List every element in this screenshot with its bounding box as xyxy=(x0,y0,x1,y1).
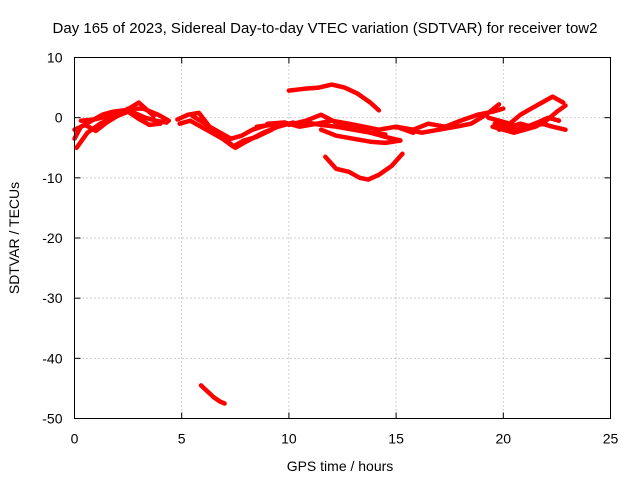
series-track-17 xyxy=(486,94,566,126)
y-axis-label: SDTVAR / TECUs xyxy=(6,182,22,294)
series-track-4 xyxy=(78,100,157,123)
y-tick-label: -40 xyxy=(42,350,62,366)
series-track-20 xyxy=(492,115,562,132)
y-tick-label: -20 xyxy=(42,230,62,246)
series-group xyxy=(72,82,568,406)
series-track-12 xyxy=(286,82,382,113)
y-tick-label: -50 xyxy=(42,411,62,427)
x-tick-label: 15 xyxy=(388,431,404,447)
x-tick-label: 0 xyxy=(71,431,79,447)
axis-ticks xyxy=(74,57,611,419)
x-tick-labels: 0 5 10 15 20 25 xyxy=(71,431,619,447)
grid xyxy=(74,57,611,419)
series-track-11 xyxy=(318,127,403,146)
x-axis-label: GPS time / hours xyxy=(287,458,394,474)
series-track-14 xyxy=(198,383,227,406)
y-tick-label: 10 xyxy=(47,50,63,66)
chart-title: Day 165 of 2023, Sidereal Day-to-day VTE… xyxy=(53,20,598,37)
x-tick-label: 5 xyxy=(178,431,186,447)
y-tick-labels: 10 0 -10 -20 -30 -40 -50 xyxy=(42,50,62,427)
x-tick-label: 10 xyxy=(281,431,297,447)
series-track-10 xyxy=(286,112,388,137)
y-tick-label: -10 xyxy=(42,170,62,186)
x-tick-label: 25 xyxy=(603,431,619,447)
series-track-7 xyxy=(190,113,296,151)
y-tick-label: -30 xyxy=(42,290,62,306)
series-track-13 xyxy=(323,151,405,182)
x-tick-label: 20 xyxy=(496,431,512,447)
y-tick-label: 0 xyxy=(55,110,63,126)
series-track-16 xyxy=(404,102,502,135)
